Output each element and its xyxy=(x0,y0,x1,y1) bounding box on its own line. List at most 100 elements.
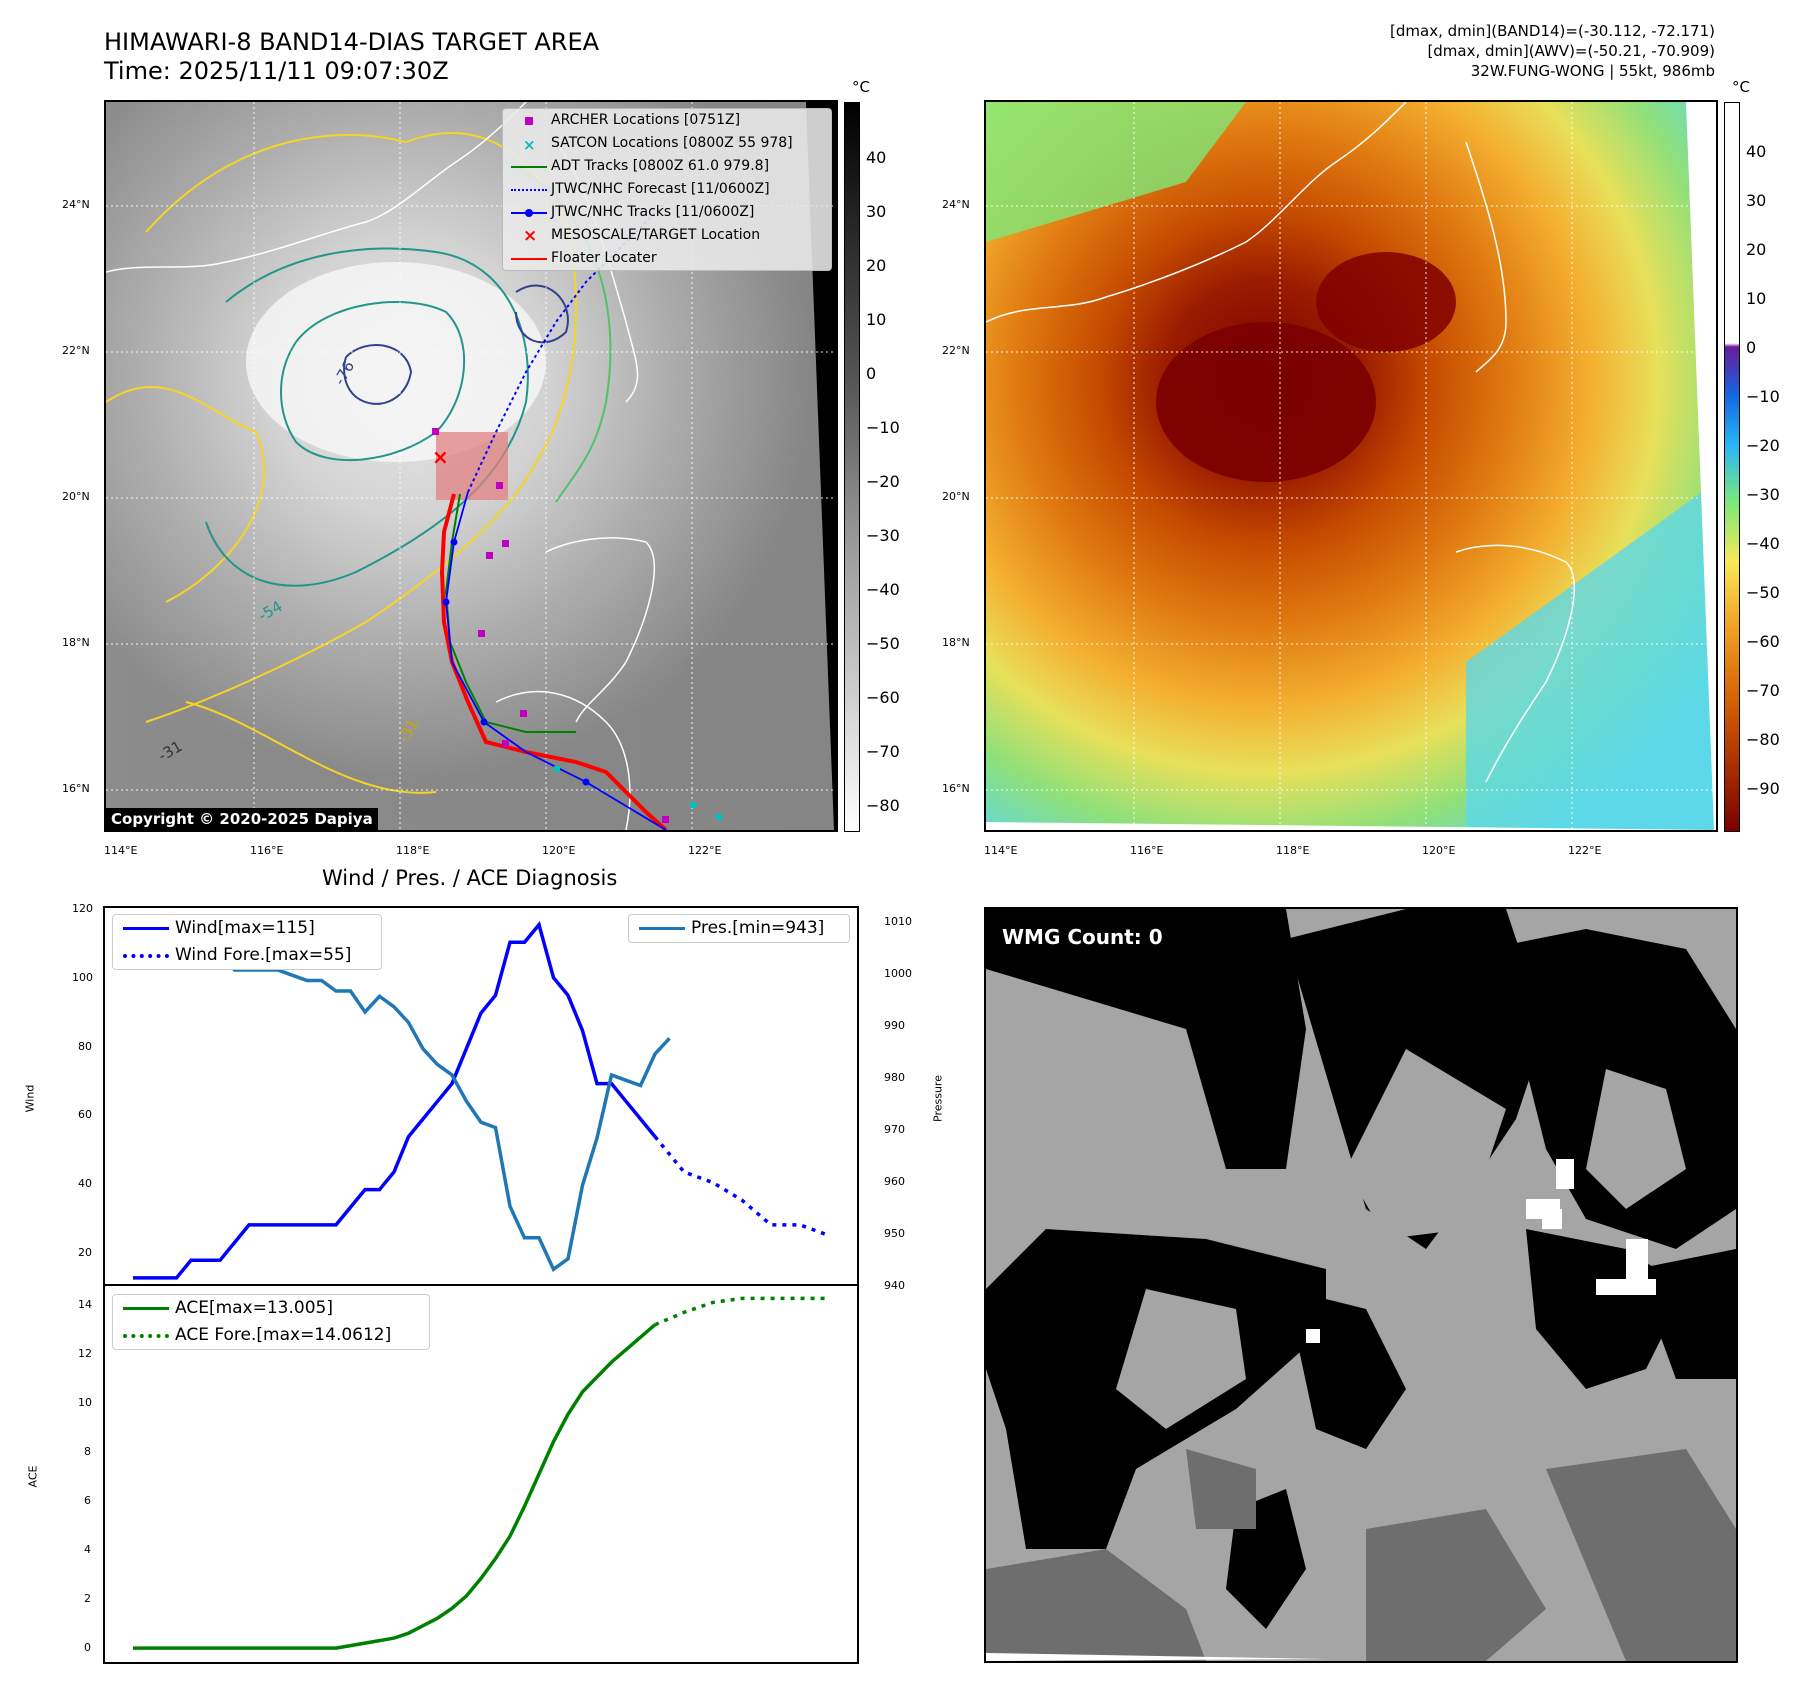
info-line3: 32W.FUNG-WONG | 55kt, 986mb xyxy=(1470,62,1715,80)
color-map-svg xyxy=(986,102,1716,830)
wind-ylabel: Wind xyxy=(23,1084,37,1113)
legend-item: Floater Locater xyxy=(503,247,831,270)
pres-tick: 1010 xyxy=(884,915,912,928)
cb-tick: −80 xyxy=(1746,730,1780,749)
lon-tick: 120°E xyxy=(542,844,576,857)
lon-tick: 118°E xyxy=(396,844,430,857)
lon-tick: 114°E xyxy=(984,844,1018,857)
lat-tick: 18°N xyxy=(62,636,90,649)
cb-tick: 0 xyxy=(866,364,877,383)
cb-tick: −60 xyxy=(1746,632,1780,651)
series-line xyxy=(133,920,657,1280)
wind-tick: 40 xyxy=(78,1177,92,1190)
lon-tick: 122°E xyxy=(1568,844,1602,857)
cb-tick: −80 xyxy=(866,796,900,815)
series-line xyxy=(131,921,671,1272)
pressure-ylabel: Pressure xyxy=(931,1075,945,1122)
legend-item: Wind[max=115] xyxy=(113,915,381,942)
ace-tick: 12 xyxy=(78,1347,92,1360)
info-line2: [dmax, dmin](AWV)=(-50.21, -70.909) xyxy=(1427,42,1715,60)
map-legend: ARCHER Locations [0751Z] × SATCON Locati… xyxy=(502,108,832,271)
legend-item: × MESOSCALE/TARGET Location xyxy=(523,226,761,246)
lon-tick: 122°E xyxy=(688,844,722,857)
wind-tick: 60 xyxy=(78,1108,92,1121)
cb-tick: 30 xyxy=(866,202,887,221)
pres-tick: 990 xyxy=(884,1019,905,1032)
cb-tick: 40 xyxy=(1746,142,1767,161)
wind-tick: 80 xyxy=(78,1040,92,1053)
legend-item: × SATCON Locations [0800Z 55 978] xyxy=(523,135,793,154)
wind-tick: 120 xyxy=(72,902,93,915)
ace-tick: 4 xyxy=(84,1543,91,1556)
legend-item: ADT Tracks [0800Z 61.0 979.8] xyxy=(503,155,831,178)
cb-tick: −30 xyxy=(1746,485,1780,504)
cb-tick: −20 xyxy=(1746,436,1780,455)
lon-tick: 120°E xyxy=(1422,844,1456,857)
pres-tick: 1000 xyxy=(884,967,912,980)
lat-tick: 24°N xyxy=(942,198,970,211)
lat-tick: 20°N xyxy=(942,490,970,503)
color-colorbar xyxy=(1724,102,1740,832)
cb-tick: −60 xyxy=(866,688,900,707)
cb-tick: −40 xyxy=(866,580,900,599)
ace-tick: 8 xyxy=(84,1445,91,1458)
wind-legend: Wind[max=115] Wind Fore.[max=55] xyxy=(112,914,382,970)
lon-tick: 116°E xyxy=(1130,844,1164,857)
lat-tick: 16°N xyxy=(942,782,970,795)
color-colorbar-unit: °C xyxy=(1732,78,1750,96)
pres-tick: 950 xyxy=(884,1227,905,1240)
lon-tick: 114°E xyxy=(104,844,138,857)
cb-tick: 40 xyxy=(866,148,887,167)
cb-tick: 20 xyxy=(1746,240,1767,259)
lat-tick: 22°N xyxy=(942,344,970,357)
cb-tick: −70 xyxy=(1746,681,1780,700)
series-line xyxy=(653,1135,830,1238)
cb-tick: −30 xyxy=(866,526,900,545)
svg-text:×: × xyxy=(432,445,449,469)
legend-item: JTWC/NHC Tracks [11/0600Z] xyxy=(503,201,831,224)
legend-item: Wind Fore.[max=55] xyxy=(113,942,381,969)
pres-tick: 980 xyxy=(884,1071,905,1084)
wind-series xyxy=(133,920,830,1280)
cb-tick: 20 xyxy=(866,256,887,275)
info-line1: [dmax, dmin](BAND14)=(-30.112, -72.171) xyxy=(1390,22,1715,40)
diagnosis-title: Wind / Pres. / ACE Diagnosis xyxy=(322,866,618,890)
ace-tick: 14 xyxy=(78,1298,92,1311)
wmg-panel: WMG Count: 0 xyxy=(984,907,1738,1663)
ace-ylabel: ACE xyxy=(26,1465,40,1488)
color-map-panel xyxy=(984,100,1718,832)
legend-item: ARCHER Locations [0751Z] xyxy=(503,109,831,132)
legend-item: ACE[max=13.005] xyxy=(113,1295,429,1322)
lat-tick: 24°N xyxy=(62,198,90,211)
gray-colorbar-unit: °C xyxy=(852,78,870,96)
ace-series xyxy=(133,1296,829,1650)
pres-tick: 960 xyxy=(884,1175,905,1188)
lon-tick: 116°E xyxy=(250,844,284,857)
title-line1: HIMAWARI-8 BAND14-DIAS TARGET AREA xyxy=(104,28,600,56)
ace-tick: 6 xyxy=(84,1494,91,1507)
ace-tick: 0 xyxy=(84,1641,91,1654)
pres-tick: 970 xyxy=(884,1123,905,1136)
copyright-badge: Copyright © 2020-2025 Dapiya xyxy=(106,808,378,830)
pressure-series xyxy=(131,921,671,1272)
cb-tick: −10 xyxy=(866,418,900,437)
lat-tick: 16°N xyxy=(62,782,90,795)
ir-map-panel: × Copyright © 2020-2025 Dapiya -76 -31 -… xyxy=(104,100,838,832)
lon-tick: 118°E xyxy=(1276,844,1310,857)
legend-item: ACE Fore.[max=14.0612] xyxy=(113,1322,429,1349)
pres-tick: 940 xyxy=(884,1279,905,1292)
cb-tick: −20 xyxy=(866,472,900,491)
cb-tick: 10 xyxy=(866,310,887,329)
title-line2: Time: 2025/11/11 09:07:30Z xyxy=(104,57,449,85)
cb-tick: −40 xyxy=(1746,534,1780,553)
lat-tick: 22°N xyxy=(62,344,90,357)
cb-tick: 10 xyxy=(1746,289,1767,308)
lat-tick: 20°N xyxy=(62,490,90,503)
cb-tick: −50 xyxy=(1746,583,1780,602)
pressure-legend: Pres.[min=943] xyxy=(628,914,850,943)
series-line xyxy=(654,1296,829,1327)
ace-tick: 10 xyxy=(78,1396,92,1409)
legend-item: Pres.[min=943] xyxy=(629,915,849,942)
lat-tick: 18°N xyxy=(942,636,970,649)
wind-tick: 100 xyxy=(72,971,93,984)
